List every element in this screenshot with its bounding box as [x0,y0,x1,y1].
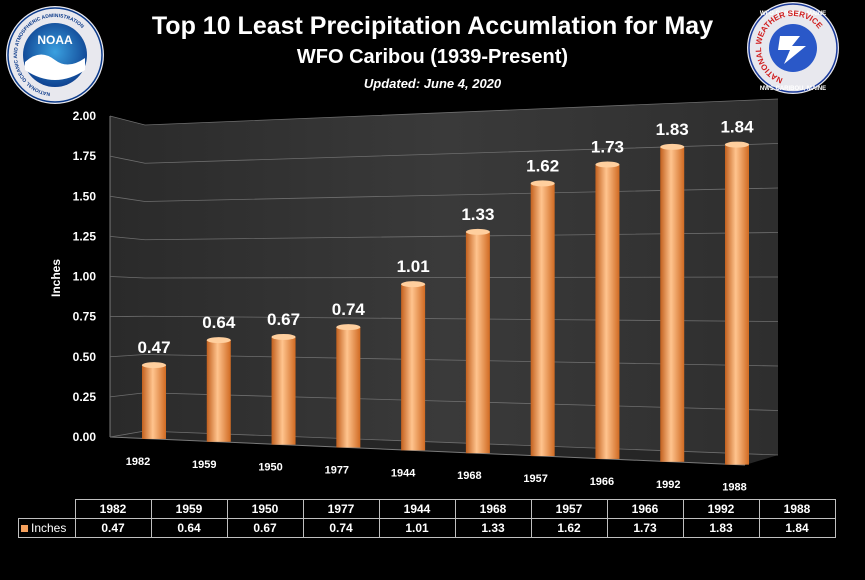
y-tick-label: 0.75 [73,310,97,324]
table-year-cell: 1992 [682,499,760,519]
noaa-logo: NOAA NATIONAL OCEANIC AND ATMOSPHERIC AD… [6,6,104,104]
x-tick-label: 1988 [722,482,746,494]
table-year-cell: 1982 [74,499,152,519]
gridline [109,315,779,322]
table-value-cell: 1.62 [530,518,608,538]
bar-cap [206,337,231,344]
bar [401,284,426,451]
bar [206,340,231,442]
data-label: 0.64 [202,313,236,332]
table-value-cell: 0.74 [302,518,380,538]
bar [465,231,490,454]
bar-cap [142,362,166,369]
y-tick-label: 0.00 [73,430,97,444]
data-label: 1.84 [720,118,754,137]
chart-subtitle: WFO Caribou (1939-Present) [296,46,569,68]
data-table-header-row: 1982 1959 1950 1977 1944 1968 1957 1966 … [19,499,836,519]
bar-cap [465,228,490,235]
x-tick-label: 1950 [258,462,282,474]
table-year-cell: 1977 [302,499,380,519]
nws-logo-bottom-text: NWS CARIBOU, MAINE [760,86,826,92]
bar-cap [401,281,426,288]
data-label: 1.01 [397,257,430,276]
bar-cap [336,324,361,331]
y-tick-label: 0.50 [73,350,97,364]
bar [595,164,620,459]
y-tick-label: 1.25 [73,229,97,243]
legend-swatch [21,525,28,533]
updated-date: Updated: June 4, 2020 [363,76,502,91]
bar [530,183,555,457]
table-legend-label: Inches [31,521,67,535]
bar-cap [271,333,296,340]
bar-cap [595,161,620,168]
y-tick-label: 1.50 [73,189,97,203]
table-year-cell: 1957 [530,499,608,519]
bar-cap [530,180,555,187]
chart-title: Top 10 Least Precipitation Accumlation f… [151,12,714,40]
table-year-cell: 1968 [454,499,532,519]
gridline [109,354,779,367]
data-table-values-row: Inches 0.47 0.64 0.67 0.74 1.01 1.33 1.6… [18,518,836,538]
table-year-cell: 1950 [226,499,304,519]
table-year-cell: 1944 [378,499,456,519]
y-axis-title: Inches [49,259,63,297]
noaa-logo-text: NOAA [37,33,73,47]
data-label: 1.83 [656,120,689,139]
gridline [109,232,779,241]
table-legend-cell: Inches [18,518,76,538]
y-tick-label: 0.25 [73,390,97,404]
table-value-cell: 0.47 [74,518,152,538]
y-tick-label: 2.00 [73,109,97,123]
table-value-cell: 1.83 [682,518,760,538]
data-label: 1.62 [526,156,559,175]
table-value-cell: 1.73 [606,518,684,538]
data-table: 1982 1959 1950 1977 1944 1968 1957 1966 … [18,499,836,538]
bar [725,144,749,465]
gridline [109,276,779,279]
x-tick-label: 1957 [523,473,547,485]
x-tick-label: 1977 [325,465,349,477]
bar [271,336,296,445]
bar-cap [660,143,685,150]
data-label: 0.47 [137,338,170,357]
gridline [109,143,779,164]
nws-logo-top-text: WFO CARIBOU, MAINE [760,11,826,17]
table-value-cell: 0.64 [150,518,228,538]
data-table-corner [19,500,76,519]
table-value-cell: 1.33 [454,518,532,538]
data-label: 0.67 [267,310,300,329]
x-tick-label: 1944 [391,467,416,479]
bar [660,146,685,462]
x-tick-label: 1992 [656,479,680,491]
table-year-cell: 1966 [606,499,684,519]
bar [336,327,361,448]
x-tick-label: 1966 [590,476,614,488]
nws-logo: WFO CARIBOU, MAINE NATIONAL WEATHER SERV… [747,2,839,94]
data-label: 0.74 [332,300,366,319]
bar [142,365,166,439]
data-label: 1.33 [461,205,494,224]
y-tick-label: 1.00 [73,270,97,284]
data-label: 1.73 [591,138,624,157]
x-tick-label: 1968 [457,470,481,482]
table-year-cell: 1988 [758,499,836,519]
x-tick-label: 1959 [192,459,216,471]
bar-chart: 0.00 0.25 0.50 0.75 1.00 1.25 1.50 1.75 2.00 0.4… [6,2,839,494]
gridline [109,187,779,202]
table-value-cell: 1.84 [758,518,836,538]
table-value-cell: 0.67 [226,518,304,538]
y-tick-label: 1.75 [73,149,97,163]
gridline [109,98,779,126]
x-tick-label: 1982 [126,456,150,468]
bar-cap [725,141,749,148]
table-value-cell: 1.01 [378,518,456,538]
table-year-cell: 1959 [150,499,228,519]
